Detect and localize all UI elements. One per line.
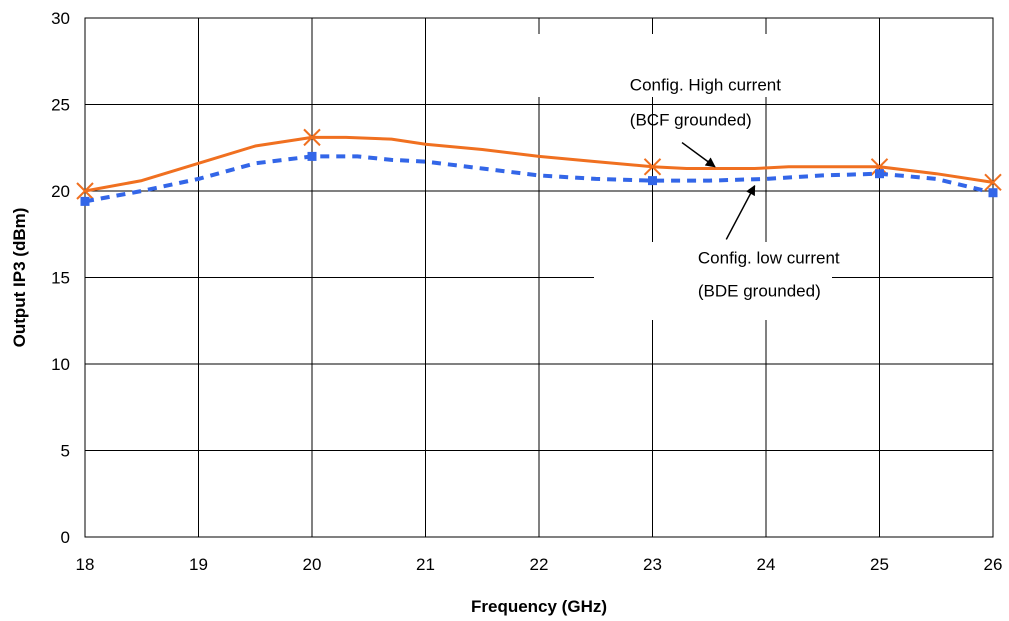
series-line [84,135,994,193]
y-tick-label: 0 [61,528,70,547]
y-tick-label: 15 [51,269,70,288]
x-axis-ticks: 18 19 20 21 22 23 24 25 26 [76,555,1003,574]
annotation-high: Config. High current (BCF grounded) [630,76,781,168]
x-tick-label: 18 [76,555,95,574]
annotation-background-high [527,34,771,97]
y-axis-ticks: 0 5 10 15 20 25 30 [51,9,70,547]
x-tick-label: 21 [416,555,435,574]
annotation-low: Config. low current (BDE grounded) [698,184,840,301]
y-tick-label: 30 [51,9,70,28]
y-tick-label: 10 [51,355,70,374]
data-point-x-marker [76,182,94,200]
annotation-text: Config. low current [698,249,840,268]
x-tick-label: 26 [984,555,1003,574]
series-1 [80,151,998,206]
series-group [76,128,1002,206]
x-tick-label: 22 [530,555,549,574]
y-tick-label: 25 [51,96,70,115]
y-tick-label: 5 [61,442,70,461]
annotation-background-low [594,242,832,320]
series-0 [76,128,1002,200]
annotation-backgrounds [527,34,832,320]
y-axis-title: Output IP3 (dBm) [10,208,29,348]
x-tick-label: 24 [757,555,776,574]
x-tick-label: 25 [870,555,889,574]
annotation-arrow [725,184,756,240]
data-point-square-marker [648,176,657,186]
series-line [84,154,994,204]
x-axis-title: Frequency (GHz) [471,597,607,616]
data-point-square-marker [988,188,998,198]
data-point-x-marker [303,128,321,147]
data-point-square-marker [307,151,317,161]
y-tick-label: 20 [51,182,70,201]
x-tick-label: 23 [643,555,662,574]
data-point-x-marker [643,158,662,176]
x-tick-label: 20 [303,555,322,574]
data-point-x-marker [870,158,889,176]
data-point-x-marker [984,173,1002,192]
annotation-text: (BCF grounded) [630,110,752,129]
data-point-square-marker [80,196,90,206]
annotations: Config. High current(BCF grounded)Config… [630,76,840,301]
annotation-arrow [681,141,716,168]
x-tick-label: 19 [189,555,208,574]
annotation-text: Config. High current [630,76,781,95]
annotation-text: (BDE grounded) [698,282,821,301]
plot-area-frame [84,17,994,538]
data-point-square-marker [875,169,884,179]
